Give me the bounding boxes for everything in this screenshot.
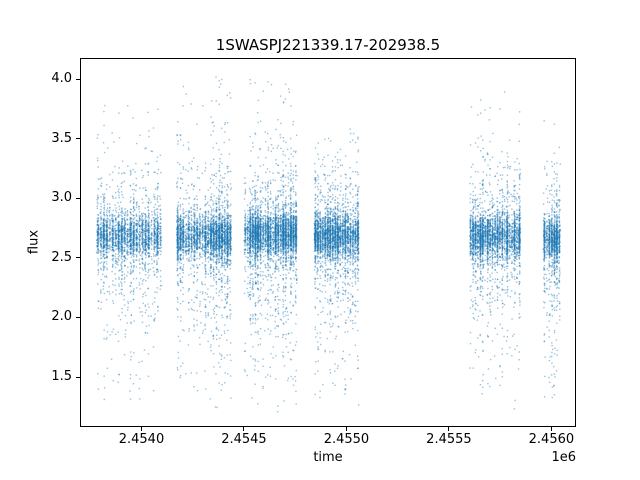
y-tick-label: 4.0 [51, 71, 72, 87]
x-tick-label: 2.4555 [426, 432, 472, 447]
scatter-plot-canvas [80, 58, 576, 427]
y-tick-label: 3.0 [51, 190, 72, 206]
x-tick-label: 2.4560 [528, 432, 575, 447]
x-tick-label: 2.4545 [221, 432, 267, 447]
x-tick-mark [550, 427, 552, 431]
y-tick-mark [76, 316, 80, 318]
y-tick-mark [76, 78, 80, 80]
x-tick-mark [448, 427, 450, 431]
x-tick-mark [243, 427, 245, 431]
y-tick-mark [76, 376, 80, 378]
x-tick-label: 2.4550 [323, 432, 370, 447]
y-tick-mark [76, 138, 80, 140]
y-tick-label: 2.0 [51, 309, 72, 325]
y-tick-label: 1.5 [51, 369, 72, 384]
chart-title: 1SWASPJ221339.17-202938.5 [215, 36, 441, 54]
x-tick-label: 2.4540 [118, 432, 165, 447]
axes-frame [80, 58, 576, 427]
x-axis-label: time [313, 450, 343, 465]
y-tick-label: 3.5 [51, 130, 72, 146]
y-tick-label: 2.5 [51, 249, 72, 265]
x-tick-mark [345, 427, 347, 431]
y-tick-mark [76, 257, 80, 259]
y-axis-label: flux [26, 229, 42, 255]
y-tick-mark [76, 197, 80, 199]
x-tick-mark [140, 427, 142, 431]
x-axis-offset-label: 1e6 [551, 450, 576, 465]
